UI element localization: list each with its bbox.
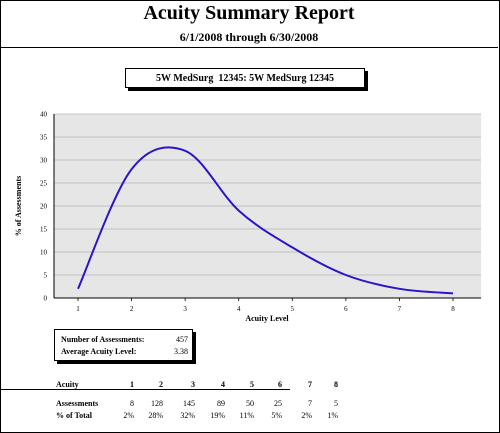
x-tick-label: 1 [76, 305, 80, 313]
table-percent-1: 2% [123, 411, 134, 420]
table-header-label: Acuity [56, 380, 79, 389]
y-tick-label: 25 [40, 180, 48, 188]
table-assessments-1: 8 [130, 399, 134, 408]
report-title: Acuity Summary Report [143, 2, 355, 24]
y-tick-label: 10 [40, 249, 48, 257]
table-assessments-2: 128 [151, 399, 163, 408]
table-percent-2: 28% [148, 411, 163, 420]
stat-label-assessments: Number of Assessments: [61, 335, 145, 344]
table-percent-3: 32% [180, 411, 195, 420]
y-tick-label: 40 [40, 111, 48, 119]
table-percent-8: 1% [327, 411, 338, 420]
table-level-5: 5 [250, 380, 254, 389]
y-tick-label: 0 [44, 295, 48, 303]
y-axis-label: % of Assessments [14, 176, 23, 236]
grid-lines [54, 113, 481, 276]
y-tick-label: 5 [44, 272, 48, 280]
x-tick-label: 4 [237, 305, 241, 313]
stat-value-average: 3.38 [174, 347, 188, 356]
table-row-assessments: Assessments 8 128 145 89 50 25 7 5 [56, 399, 346, 411]
axes [53, 114, 481, 299]
table-level-6: 6 [278, 380, 282, 389]
table-header-row: Acuity 1 2 3 4 5 6 7 8 [56, 380, 346, 392]
table-level-3: 3 [191, 380, 195, 389]
table-percent-4: 19% [210, 411, 225, 420]
table-row-percent: % of Total 2% 28% 32% 19% 11% 5% 2% 1% [56, 411, 346, 423]
report-date-range: 6/1/2008 through 6/30/2008 [179, 30, 319, 44]
series-line [77, 146, 454, 295]
table-assessments-label: Assessments [56, 399, 99, 408]
unit-label-box: 5W MedSurg 12345: 5W MedSurg 12345 [125, 68, 365, 88]
x-tick-label: 3 [183, 305, 187, 313]
table-percent-6: 5% [271, 411, 282, 420]
table-percent-5: 11% [239, 411, 254, 420]
x-tick-label: 5 [291, 305, 295, 313]
table-assessments-6: 25 [274, 399, 282, 408]
x-tick-label: 2 [130, 305, 134, 313]
table-level-1: 1 [130, 380, 134, 389]
x-tick-label: 6 [344, 305, 348, 313]
table-level-7: 7 [308, 380, 312, 389]
table-level-4: 4 [221, 380, 225, 389]
stat-value-assessments: 457 [176, 335, 188, 344]
table-level-2: 2 [159, 380, 163, 389]
table-level-8: 8 [334, 380, 338, 389]
x-axis-label: Acuity Level [245, 314, 289, 323]
tick-labels: 0 5 10 15 20 25 30 35 40 1 2 3 4 5 6 7 8 [40, 111, 455, 314]
table-percent-7: 2% [301, 411, 312, 420]
table-assessments-5: 50 [246, 399, 254, 408]
y-tick-label: 30 [40, 157, 48, 165]
y-tick-label: 35 [40, 134, 48, 142]
title-divider [0, 47, 498, 48]
summary-stats-box: Number of Assessments: 457 Average Acuit… [54, 329, 193, 361]
table-assessments-4: 89 [217, 399, 225, 408]
x-tick-label: 8 [451, 305, 455, 313]
y-tick-label: 20 [40, 203, 48, 211]
stat-label-average: Average Acuity Level: [61, 347, 137, 356]
table-header-rule [0, 389, 290, 390]
x-tick-label: 7 [398, 305, 402, 313]
y-tick-label: 15 [40, 226, 48, 234]
unit-label: 5W MedSurg 12345: 5W MedSurg 12345 [156, 72, 334, 84]
table-percent-label: % of Total [56, 411, 93, 420]
table-assessments-8: 5 [334, 399, 338, 408]
table-assessments-7: 7 [308, 399, 312, 408]
table-assessments-3: 145 [183, 399, 195, 408]
